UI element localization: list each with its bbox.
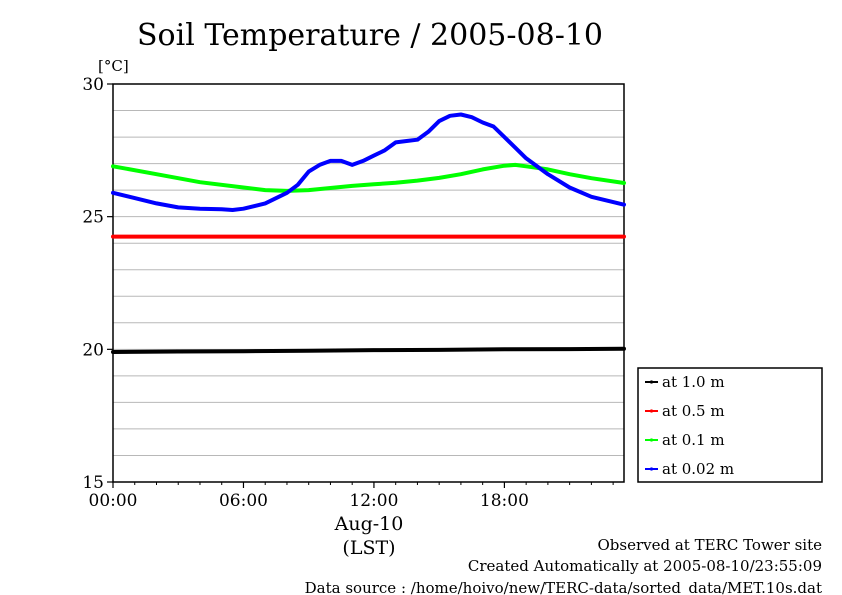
- x-axis-unit-label: (LST): [342, 537, 395, 559]
- legend-box: [637, 367, 823, 483]
- x-axis: 00:00 06:00 12:00 18:00: [89, 482, 614, 511]
- legend-label: at 0.1 m: [662, 431, 725, 449]
- legend-label: at 0.02 m: [662, 460, 734, 478]
- y-tick-label: 25: [82, 208, 104, 228]
- y-tick-label: 20: [82, 340, 104, 360]
- grid-lines: [113, 110, 624, 456]
- series-line-at-0-02-m: [111, 112, 626, 212]
- creation-timestamp-note: Created Automatically at 2005-08-10/23:5…: [468, 557, 822, 575]
- legend: at 1.0 m at 0.5 m at 0.1 m at 0.02 m: [637, 367, 823, 483]
- data-source-note: Data source : /home/hoivo/new/TERC-data/…: [305, 579, 822, 595]
- legend-marker: [649, 467, 654, 471]
- x-tick-label: 00:00: [89, 491, 138, 511]
- plot-frame: [112, 83, 625, 483]
- legend-marker: [649, 380, 654, 384]
- series-line-at-1-0-m: [111, 346, 626, 354]
- series-line-at-0-1-m: [111, 162, 626, 193]
- legend-label: at 0.5 m: [662, 402, 725, 420]
- y-tick-label: 30: [82, 75, 104, 95]
- chart-title: Soil Temperature / 2005-08-10: [137, 18, 603, 53]
- y-axis: 15 20 25 30: [82, 75, 113, 493]
- x-axis-date-label: Aug-10: [334, 513, 404, 535]
- x-tick-label: 12:00: [349, 491, 398, 511]
- legend-label: at 1.0 m: [662, 373, 725, 391]
- legend-marker: [649, 438, 654, 442]
- x-tick-label: 06:00: [219, 491, 268, 511]
- series-lines: [111, 112, 626, 354]
- observation-site-note: Observed at TERC Tower site: [597, 536, 822, 554]
- x-tick-label: 18:00: [480, 491, 529, 511]
- legend-marker: [649, 409, 654, 413]
- y-tick-label: 15: [82, 473, 104, 493]
- y-axis-unit-label: [°C]: [98, 57, 129, 75]
